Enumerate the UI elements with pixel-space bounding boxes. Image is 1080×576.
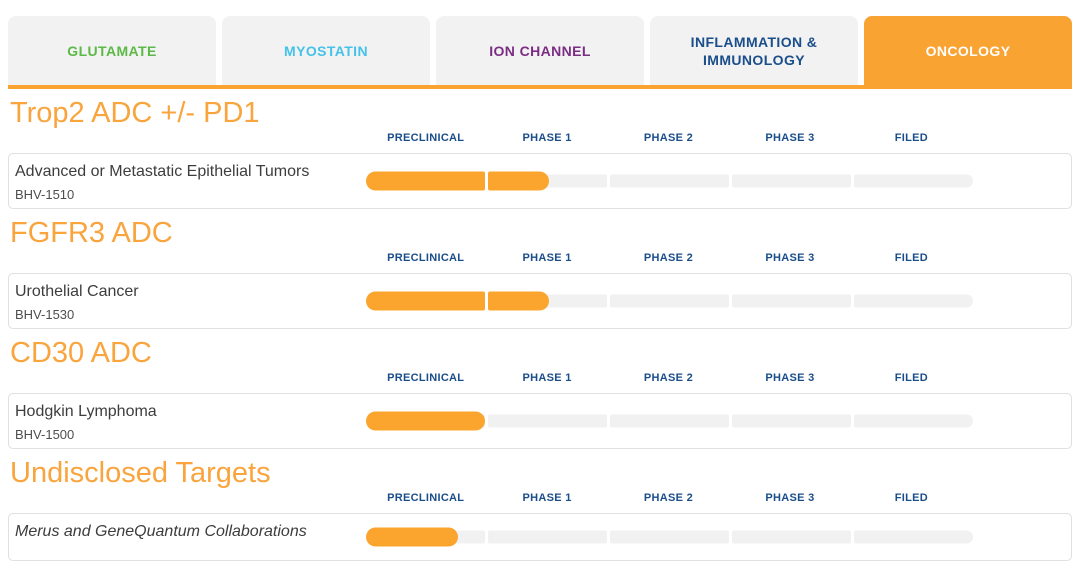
program-code: BHV-1500 <box>15 427 75 442</box>
phase-header-row: PRECLINICAL PHASE 1 PHASE 2 PHASE 3 FILE… <box>365 372 972 385</box>
program-row-bhv-1500: Hodgkin Lymphoma BHV-1500 <box>8 393 1072 449</box>
section-title: FGFR3 ADC <box>10 217 173 249</box>
tab-ion-channel[interactable]: ION CHANNEL <box>436 16 644 85</box>
progress-bar <box>366 527 973 547</box>
program-row-merus-genequantum: Merus and GeneQuantum Collaborations <box>8 513 1072 561</box>
fill-preclinical <box>366 171 485 191</box>
segment-filed <box>854 294 973 308</box>
section-fgfr3-adc: FGFR3 ADC PRECLINICAL PHASE 1 PHASE 2 PH… <box>8 217 1072 329</box>
tab-inflammation-immunology-label: INFLAMMATION & IMMUNOLOGY <box>690 33 818 68</box>
pipeline-page: GLUTAMATE MYOSTATIN ION CHANNEL INFLAMMA… <box>8 16 1072 561</box>
phase-header-phase1: PHASE 1 <box>522 132 572 144</box>
phase-header-preclinical: PRECLINICAL <box>387 252 465 264</box>
phase-header-preclinical: PRECLINICAL <box>387 492 465 504</box>
fill-phase1 <box>488 291 549 311</box>
segment-preclinical <box>366 411 485 431</box>
segment-phase1 <box>488 291 607 311</box>
tab-ion-channel-label: ION CHANNEL <box>489 42 591 59</box>
section-undisclosed-targets: Undisclosed Targets PRECLINICAL PHASE 1 … <box>8 457 1072 561</box>
phase-header-phase2: PHASE 2 <box>643 492 694 504</box>
phase-header-row: PRECLINICAL PHASE 1 PHASE 2 PHASE 3 FILE… <box>365 492 972 505</box>
section-title: CD30 ADC <box>10 337 152 369</box>
segment-phase3 <box>732 414 851 428</box>
fill-preclinical <box>366 527 458 547</box>
fill-phase1 <box>488 171 549 191</box>
segment-phase2 <box>610 530 729 544</box>
program-code: BHV-1530 <box>15 307 75 322</box>
segment-phase2 <box>610 294 729 308</box>
tab-oncology[interactable]: ONCOLOGY <box>864 16 1072 85</box>
program-row-bhv-1530: Urothelial Cancer BHV-1530 <box>8 273 1072 329</box>
phase-header-phase3: PHASE 3 <box>765 492 815 504</box>
segment-phase3 <box>732 294 851 308</box>
therapeutic-area-tabs: GLUTAMATE MYOSTATIN ION CHANNEL INFLAMMA… <box>8 16 1072 89</box>
segment-preclinical <box>366 171 485 191</box>
section-title: Trop2 ADC +/- PD1 <box>10 97 260 129</box>
phase-header-phase3: PHASE 3 <box>765 132 815 144</box>
phase-header-row: PRECLINICAL PHASE 1 PHASE 2 PHASE 3 FILE… <box>365 252 972 265</box>
program-name: Advanced or Metastatic Epithelial Tumors <box>15 163 310 180</box>
tab-myostatin-label: MYOSTATIN <box>284 42 368 59</box>
segment-phase2 <box>610 414 729 428</box>
phase-header-phase2: PHASE 2 <box>643 372 694 384</box>
tab-oncology-label: ONCOLOGY <box>925 42 1011 59</box>
segment-phase2 <box>610 174 729 188</box>
section-trop2-adc: Trop2 ADC +/- PD1 PRECLINICAL PHASE 1 PH… <box>8 97 1072 209</box>
phase-header-filed: FILED <box>894 132 928 144</box>
segment-phase3 <box>732 174 851 188</box>
phase-header-phase3: PHASE 3 <box>765 252 815 264</box>
segment-phase1 <box>488 414 607 428</box>
tab-myostatin[interactable]: MYOSTATIN <box>222 16 430 85</box>
segment-preclinical <box>366 527 485 547</box>
program-name: Merus and GeneQuantum Collaborations <box>15 523 307 540</box>
fill-preclinical <box>366 291 485 311</box>
phase-header-phase2: PHASE 2 <box>643 252 694 264</box>
segment-phase1 <box>488 530 607 544</box>
section-cd30-adc: CD30 ADC PRECLINICAL PHASE 1 PHASE 2 PHA… <box>8 337 1072 449</box>
tab-glutamate[interactable]: GLUTAMATE <box>8 16 216 85</box>
segment-filed <box>854 414 973 428</box>
segment-phase3 <box>732 530 851 544</box>
phase-header-phase3: PHASE 3 <box>765 372 815 384</box>
phase-header-filed: FILED <box>894 372 928 384</box>
segment-filed <box>854 174 973 188</box>
progress-bar <box>366 171 973 191</box>
progress-bar <box>366 291 973 311</box>
phase-header-phase2: PHASE 2 <box>643 132 694 144</box>
phase-header-preclinical: PRECLINICAL <box>387 372 465 384</box>
section-title: Undisclosed Targets <box>10 457 271 489</box>
phase-header-phase1: PHASE 1 <box>522 492 572 504</box>
program-row-bhv-1510: Advanced or Metastatic Epithelial Tumors… <box>8 153 1072 209</box>
phase-header-filed: FILED <box>894 492 928 504</box>
segment-filed <box>854 530 973 544</box>
segment-preclinical <box>366 291 485 311</box>
tab-glutamate-label: GLUTAMATE <box>67 42 157 59</box>
progress-bar <box>366 411 973 431</box>
program-name: Urothelial Cancer <box>15 283 139 300</box>
tab-inflammation-immunology[interactable]: INFLAMMATION & IMMUNOLOGY <box>650 16 858 85</box>
program-name: Hodgkin Lymphoma <box>15 403 157 420</box>
phase-header-preclinical: PRECLINICAL <box>387 132 465 144</box>
fill-preclinical <box>366 411 485 431</box>
phase-header-phase1: PHASE 1 <box>522 372 572 384</box>
segment-phase1 <box>488 171 607 191</box>
phase-header-row: PRECLINICAL PHASE 1 PHASE 2 PHASE 3 FILE… <box>365 132 972 145</box>
phase-header-filed: FILED <box>894 252 928 264</box>
phase-header-phase1: PHASE 1 <box>522 252 572 264</box>
program-code: BHV-1510 <box>15 187 75 202</box>
